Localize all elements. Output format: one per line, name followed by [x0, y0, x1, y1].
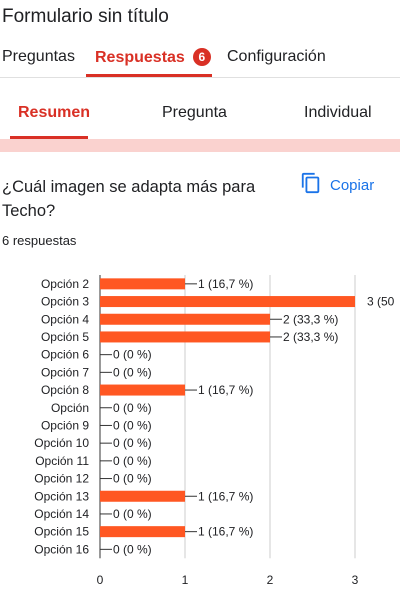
active-subtab-indicator	[10, 136, 88, 139]
tab-respuestas[interactable]: Respuestas 6	[95, 48, 211, 67]
subtab-individual[interactable]: Individual	[304, 104, 372, 122]
data-label: 1 (16,7 %)	[198, 489, 253, 503]
bar[interactable]	[100, 296, 355, 308]
tab-label: Preguntas	[2, 48, 75, 65]
tab-label: Respuestas	[95, 49, 185, 66]
bar[interactable]	[100, 278, 185, 290]
category-label: Opción 11	[35, 454, 89, 468]
data-label: 0 (0 %)	[113, 365, 152, 379]
responses-bar-chart: Opción 2 1 (16,7 %) Opción 3 3 (50 Opción 4 2…	[34, 275, 395, 587]
copy-label: Copiar	[330, 176, 375, 194]
data-label: 0 (0 %)	[113, 348, 152, 362]
category-label: Opción 7	[41, 365, 89, 379]
responses-count: 6 respuestas	[2, 233, 77, 248]
summary-tabs: Resumen Pregunta Individual	[0, 90, 400, 140]
category-label: Opción 6	[41, 348, 89, 362]
tabs-divider	[0, 77, 400, 78]
data-label: 0 (0 %)	[113, 542, 152, 556]
x-tick-label: 1	[182, 573, 189, 587]
data-label: 1 (16,7 %)	[198, 383, 253, 397]
x-tick-label: 0	[97, 573, 104, 587]
data-label: 3 (50	[367, 295, 395, 309]
responses-count-badge: 6	[192, 48, 211, 66]
copy-chart-button[interactable]: Copiar	[300, 172, 374, 198]
data-label: 2 (33,3 %)	[283, 312, 338, 326]
subtab-label: Pregunta	[162, 104, 227, 121]
category-label: Opción 9	[41, 418, 89, 432]
x-tick-label: 2	[267, 573, 274, 587]
bar[interactable]	[100, 331, 270, 343]
x-tick-label: 3	[352, 573, 359, 587]
category-label: Opción 4	[41, 312, 89, 326]
category-label: Opción 10	[34, 436, 89, 450]
data-label: 0 (0 %)	[113, 436, 152, 450]
bar[interactable]	[100, 490, 185, 502]
data-label: 2 (33,3 %)	[283, 330, 338, 344]
bar[interactable]	[100, 384, 185, 396]
data-label: 0 (0 %)	[113, 472, 152, 486]
data-label: 0 (0 %)	[113, 507, 152, 521]
category-label: Opción 15	[34, 525, 89, 539]
bar[interactable]	[100, 526, 185, 538]
category-label: Opción 16	[34, 542, 89, 556]
question-title: ¿Cuál imagen se adapta más para Techo?	[2, 178, 256, 220]
data-label: 1 (16,7 %)	[198, 525, 253, 539]
data-label: 1 (16,7 %)	[198, 277, 253, 291]
category-label: Opción 12	[34, 472, 89, 486]
subtab-label: Individual	[304, 104, 372, 121]
subtab-label: Resumen	[18, 104, 91, 121]
subtab-resumen[interactable]: Resumen	[18, 104, 90, 122]
form-title: Formulario sin título	[2, 6, 169, 27]
category-label: Opción	[51, 401, 89, 415]
data-label: 0 (0 %)	[113, 454, 152, 468]
main-tabs: Preguntas Respuestas 6 Configuración	[0, 38, 400, 78]
category-label: Opción 8	[41, 383, 89, 397]
bar[interactable]	[100, 313, 270, 325]
category-label: Opción 3	[41, 295, 89, 309]
copy-icon	[300, 172, 322, 198]
section-header-band	[0, 139, 400, 152]
tab-configuracion[interactable]: Configuración	[227, 48, 326, 66]
subtab-pregunta[interactable]: Pregunta	[162, 104, 227, 122]
category-label: Opción 14	[34, 507, 89, 521]
active-tab-indicator	[86, 74, 212, 77]
category-label: Opción 5	[41, 330, 89, 344]
tab-preguntas[interactable]: Preguntas	[2, 48, 75, 66]
category-label: Opción 2	[41, 277, 89, 291]
data-label: 0 (0 %)	[113, 401, 152, 415]
tab-label: Configuración	[227, 48, 326, 65]
data-label: 0 (0 %)	[113, 418, 152, 432]
category-label: Opción 13	[34, 489, 89, 503]
